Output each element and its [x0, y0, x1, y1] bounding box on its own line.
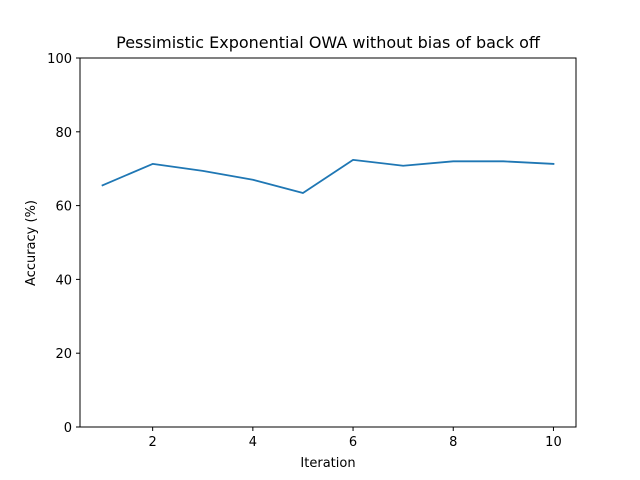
y-tick-label: 0 [64, 421, 72, 436]
y-tick-label: 60 [55, 200, 72, 215]
x-tick-label: 8 [449, 435, 457, 450]
x-tick-label: 4 [249, 435, 257, 450]
x-axis: 2 4 6 8 10 [149, 427, 562, 450]
y-axis: 0 20 40 60 80 100 [47, 52, 80, 436]
plot-area [79, 57, 577, 428]
plot-frame [79, 57, 577, 428]
x-axis-label: Iteration [300, 456, 355, 471]
chart-title: Pessimistic Exponential OWA without bias… [116, 33, 541, 52]
x-tick-label: 2 [149, 435, 157, 450]
y-tick-label: 20 [55, 347, 72, 362]
x-tick-label: 10 [545, 435, 562, 450]
y-tick-label: 80 [55, 126, 72, 141]
y-tick-label: 100 [47, 52, 72, 67]
y-tick-label: 40 [55, 273, 72, 288]
y-axis-label: Accuracy (%) [24, 200, 39, 286]
x-tick-label: 6 [349, 435, 357, 450]
series-line-1 [101, 158, 555, 194]
